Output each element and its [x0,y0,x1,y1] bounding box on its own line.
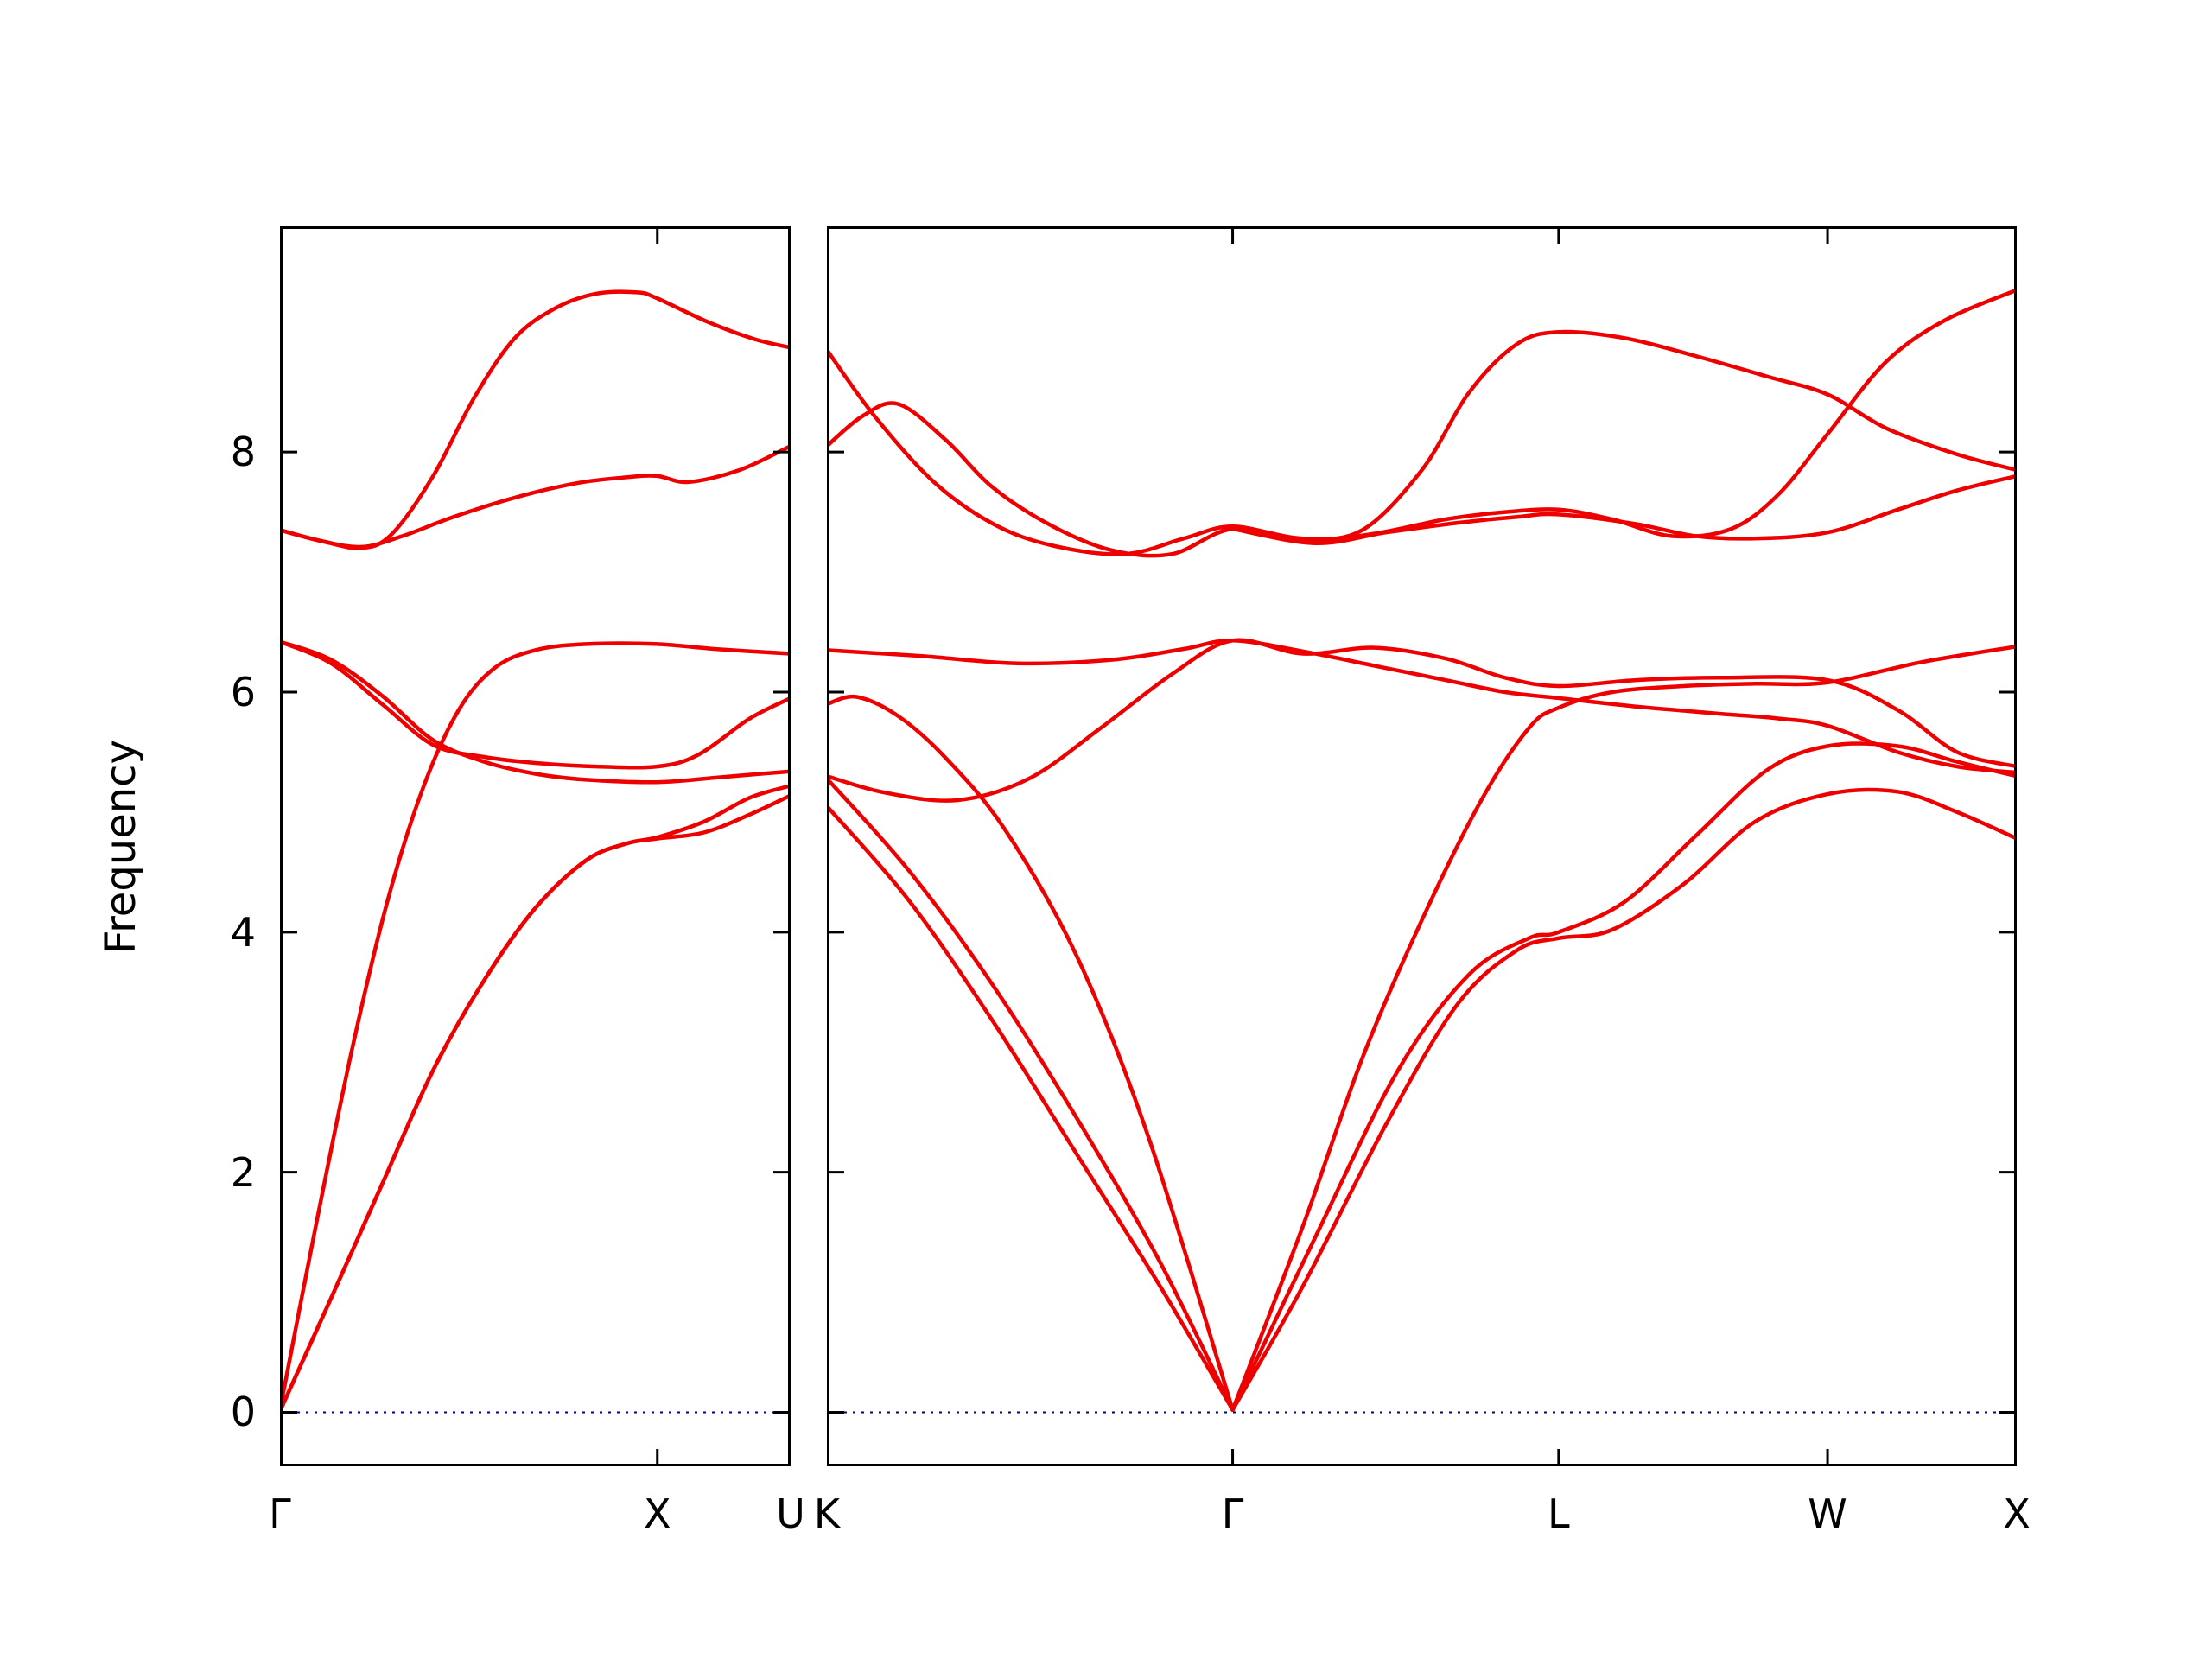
band-curve-ta1 [280,793,791,1414]
x-tick-label: Γ [1221,1491,1244,1537]
x-tick-label: X [643,1491,671,1537]
band-curve-to1 [280,639,791,785]
band-panel-gamma-x-u [280,226,791,1466]
y-tick-label: 8 [230,429,256,476]
axis-frame [280,226,791,1466]
band-curve-to2 [280,639,791,770]
band-curve-ta1 [1230,787,2017,1412]
band-curve-ta2 [1230,741,2017,1412]
band-curve-ta2 [280,784,791,1414]
band-curve-la [280,641,791,1412]
band-curve-lo2 [280,289,791,550]
band-panel-k-gamma-l-w-x [827,226,2017,1466]
x-tick-label: L [1548,1491,1570,1537]
x-tick-label: W [1808,1491,1847,1537]
y-axis-title: Frequency [97,740,145,954]
y-tick-label: 4 [230,908,256,956]
band-curve-to2 [827,638,2017,803]
y-tick-label: 2 [230,1148,256,1196]
band-curve-lo1 [827,329,2017,556]
axis-frame [827,226,2017,1466]
band-curve-ta1 [827,804,1235,1412]
band-curve-ta2 [827,776,1235,1412]
band-curve-la [1230,644,2017,1412]
y-tick-label: 6 [230,668,256,715]
x-tick-label: X [2003,1491,2031,1537]
y-tick-label: 0 [230,1389,256,1436]
x-tick-label: U [776,1491,805,1537]
x-tick-label: Γ [269,1491,291,1537]
band-curve-lo1 [280,443,791,550]
x-tick-label: K [813,1491,841,1537]
band-curve-lo2 [827,288,2017,558]
band-curve-lo3 [1230,474,2017,545]
band-curve-to1 [827,639,2017,775]
band-curve-la [827,694,1235,1412]
